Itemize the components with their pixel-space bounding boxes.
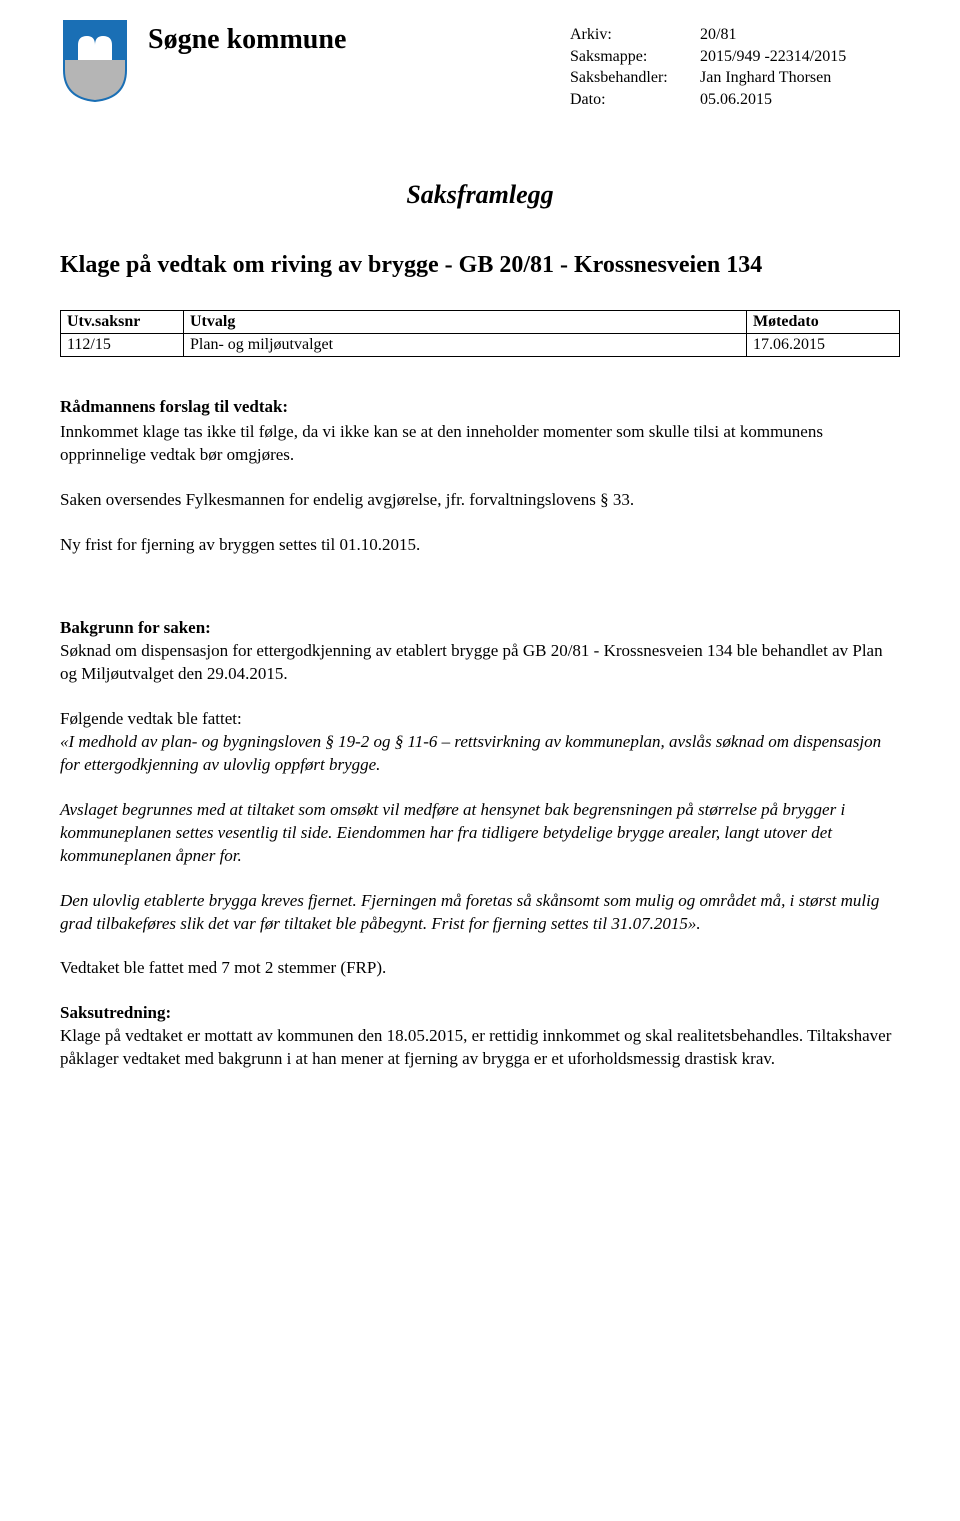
meta-saksmappe-label: Saksmappe: — [570, 46, 700, 68]
saksutredning-section: Saksutredning: Klage på vedtaket er mott… — [60, 1002, 900, 1071]
saksutredning-para: Saksutredning: Klage på vedtaket er mott… — [60, 1002, 900, 1071]
bakgrunn-section: Bakgrunn for saken: Søknad om dispensasj… — [60, 617, 900, 686]
municipality-logo — [60, 18, 130, 103]
vedtak-q1: «I medhold av plan- og bygningsloven § 1… — [60, 732, 881, 774]
table-header-row: Utv.saksnr Utvalg Møtedato — [61, 311, 900, 334]
meta-saksbehandler-label: Saksbehandler: — [570, 67, 700, 89]
meta-saksmappe-value: 2015/949 -22314/2015 — [700, 46, 900, 68]
td-saksnr: 112/15 — [61, 334, 184, 357]
committee-table: Utv.saksnr Utvalg Møtedato 112/15 Plan- … — [60, 310, 900, 357]
meta-dato: Dato: 05.06.2015 — [570, 89, 900, 111]
vedtak-section: Følgende vedtak ble fattet: «I medhold a… — [60, 708, 900, 980]
vedtak-q3: Den ulovlig etablerte brygga kreves fjer… — [60, 890, 900, 936]
saksutredning-heading: Saksutredning: — [60, 1003, 171, 1022]
meta-saksbehandler-value: Jan Inghard Thorsen — [700, 67, 900, 89]
radmannens-p1: Innkommet klage tas ikke til følge, da v… — [60, 421, 900, 467]
vedtak-intro: Følgende vedtak ble fattet: — [60, 709, 242, 728]
meta-dato-value: 05.06.2015 — [700, 89, 900, 111]
saksutredning-p1: Klage på vedtaket er mottatt av kommunen… — [60, 1026, 891, 1068]
case-metadata: Arkiv: 20/81 Saksmappe: 2015/949 -22314/… — [570, 24, 900, 110]
th-utvalg: Utvalg — [184, 311, 747, 334]
bakgrunn-para: Bakgrunn for saken: Søknad om dispensasj… — [60, 617, 900, 686]
vedtak-q2: Avslaget begrunnes med at tiltaket som o… — [60, 799, 900, 868]
vedtak-block1: Følgende vedtak ble fattet: «I medhold a… — [60, 708, 900, 777]
document-title: Klage på vedtak om riving av brygge - GB… — [60, 250, 900, 280]
meta-saksbehandler: Saksbehandler: Jan Inghard Thorsen — [570, 67, 900, 89]
page: Søgne kommune Arkiv: 20/81 Saksmappe: 20… — [0, 0, 960, 1521]
td-utvalg: Plan- og miljøutvalget — [184, 334, 747, 357]
org-name: Søgne kommune — [148, 24, 552, 56]
table-row: 112/15 Plan- og miljøutvalget 17.06.2015 — [61, 334, 900, 357]
meta-arkiv-value: 20/81 — [700, 24, 900, 46]
bakgrunn-heading: Bakgrunn for saken: — [60, 618, 211, 637]
meta-saksmappe: Saksmappe: 2015/949 -22314/2015 — [570, 46, 900, 68]
radmannens-body: Innkommet klage tas ikke til følge, da v… — [60, 421, 900, 557]
radmannens-p3: Ny frist for fjerning av bryggen settes … — [60, 534, 900, 557]
meta-arkiv-label: Arkiv: — [570, 24, 700, 46]
header-row: Søgne kommune Arkiv: 20/81 Saksmappe: 20… — [60, 18, 900, 110]
td-motedato: 17.06.2015 — [747, 334, 900, 357]
stemmer: Vedtaket ble fattet med 7 mot 2 stemmer … — [60, 957, 900, 980]
radmannens-p2: Saken oversendes Fylkesmannen for endeli… — [60, 489, 900, 512]
radmannens-heading: Rådmannens forslag til vedtak: — [60, 397, 900, 417]
meta-arkiv: Arkiv: 20/81 — [570, 24, 900, 46]
meta-dato-label: Dato: — [570, 89, 700, 111]
bakgrunn-p1: Søknad om dispensasjon for ettergodkjenn… — [60, 641, 883, 683]
document-type: Saksframlegg — [60, 180, 900, 210]
th-saksnr: Utv.saksnr — [61, 311, 184, 334]
th-motedato: Møtedato — [747, 311, 900, 334]
